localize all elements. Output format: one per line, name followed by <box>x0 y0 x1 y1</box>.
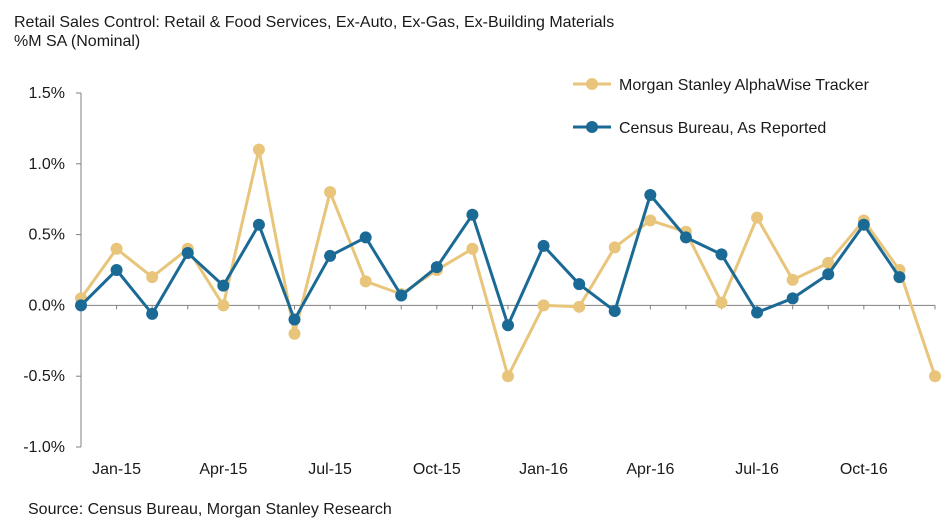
y-tick-label: -0.5% <box>23 368 65 385</box>
data-point <box>146 271 159 284</box>
y-tick-label: 1.0% <box>29 156 65 173</box>
series-line <box>79 193 901 327</box>
x-tick-label: Jan-16 <box>519 461 568 478</box>
data-point <box>359 231 372 244</box>
data-point <box>644 188 657 201</box>
x-tick-label: Jan-15 <box>92 461 141 478</box>
data-point <box>893 271 906 284</box>
data-point <box>786 292 799 305</box>
data-point <box>715 248 728 261</box>
data-point <box>75 299 87 312</box>
data-point <box>110 264 123 276</box>
x-tick-label: Apr-15 <box>199 461 247 478</box>
data-point <box>537 299 550 312</box>
y-axis: 1.5% 1.0% 0.5% 0.0% -0.5% -1.0% <box>23 85 82 456</box>
data-point <box>217 299 230 312</box>
data-point <box>252 143 265 156</box>
series-0 <box>75 143 941 383</box>
series-line <box>79 148 937 378</box>
data-point <box>288 313 301 326</box>
data-point <box>502 319 514 332</box>
data-point <box>857 218 870 231</box>
data-point <box>324 186 337 199</box>
data-point <box>679 231 692 244</box>
data-point <box>466 208 479 221</box>
data-point <box>466 242 479 255</box>
data-point <box>502 370 514 383</box>
x-axis: Jan-15 Apr-15 Jul-15 Oct-15 Jan-16 Apr-16 Jul-… <box>80 304 936 478</box>
data-point <box>786 273 799 286</box>
legend-item-1: Census Bureau, As Reported <box>573 120 826 137</box>
data-point <box>608 241 621 254</box>
x-tick-label: Apr-16 <box>626 461 674 478</box>
data-point <box>573 300 586 313</box>
data-point <box>181 247 194 260</box>
data-point <box>395 289 408 302</box>
data-point <box>822 256 835 269</box>
data-point <box>751 211 764 224</box>
legend-label: Morgan Stanley AlphaWise Tracker <box>619 77 870 94</box>
x-tick-label: Oct-15 <box>413 461 461 478</box>
legend-marker <box>586 78 598 90</box>
data-point <box>359 275 372 288</box>
y-tick-label: -1.0% <box>23 439 65 456</box>
data-point <box>252 218 265 231</box>
y-tick-label: 1.5% <box>29 85 65 102</box>
legend-item-0: Morgan Stanley AlphaWise Tracker <box>573 77 870 94</box>
data-point <box>217 279 230 292</box>
x-tick-label: Jul-15 <box>308 461 352 478</box>
chart-subtitle: %M SA (Nominal) <box>14 33 141 50</box>
data-point <box>929 370 941 383</box>
data-point <box>822 268 835 281</box>
data-point <box>537 239 550 252</box>
legend-marker <box>586 121 598 133</box>
legend-label: Census Bureau, As Reported <box>619 120 826 137</box>
x-tick-label: Jul-16 <box>735 461 779 478</box>
data-point <box>110 242 123 255</box>
data-point <box>715 296 728 309</box>
data-point <box>608 305 621 318</box>
data-point <box>288 327 301 340</box>
chart-legend: Morgan Stanley AlphaWise Tracker Census B… <box>573 77 870 137</box>
y-tick-label: 0.0% <box>29 297 65 314</box>
x-tick-label: Oct-16 <box>840 461 888 478</box>
data-point <box>324 249 337 262</box>
chart-source: Source: Census Bureau, Morgan Stanley Re… <box>28 501 392 518</box>
series-1 <box>75 188 906 332</box>
data-point <box>430 261 443 274</box>
data-point <box>146 307 159 320</box>
y-tick-label: 0.5% <box>29 227 65 244</box>
chart-title: Retail Sales Control: Retail & Food Serv… <box>14 14 615 31</box>
data-point <box>644 214 657 227</box>
data-point <box>573 278 586 291</box>
data-point <box>751 306 764 319</box>
series-layer <box>75 143 941 383</box>
